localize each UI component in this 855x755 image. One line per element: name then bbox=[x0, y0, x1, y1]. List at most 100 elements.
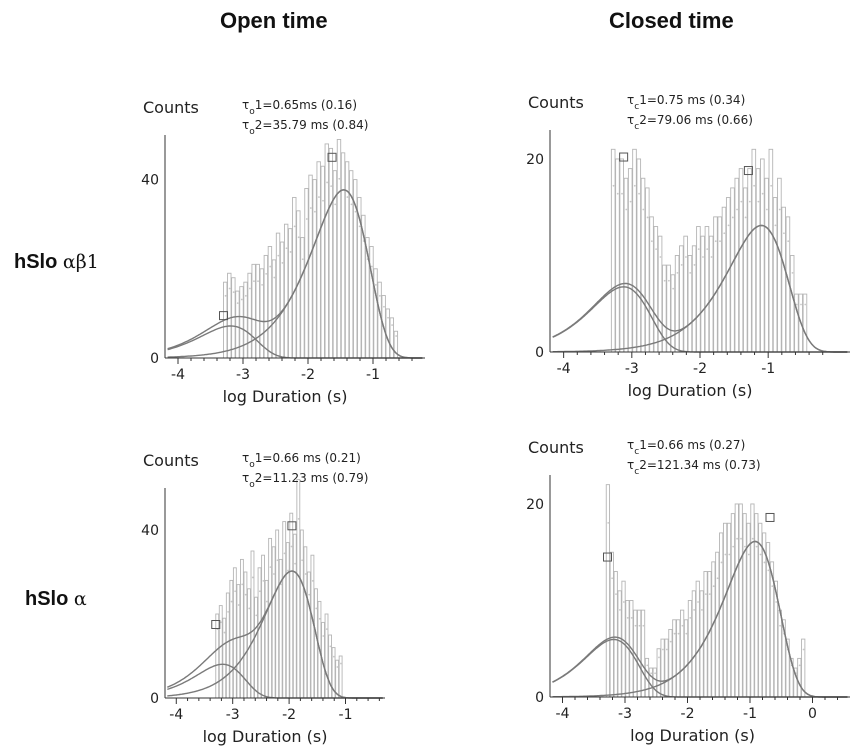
histogram-bar-tick bbox=[783, 232, 785, 235]
row-title-subunits: α bbox=[73, 588, 87, 610]
histogram-bar-tick bbox=[236, 302, 239, 305]
histogram-bar-tick bbox=[766, 208, 768, 211]
y-axis-label: Counts bbox=[528, 438, 584, 457]
histogram-bar-tick bbox=[301, 559, 304, 562]
tau-annotation-1: τc1=0.66 ms (0.27) bbox=[627, 438, 745, 457]
histogram-bar bbox=[750, 503, 755, 698]
histogram-bar-tick bbox=[740, 537, 742, 540]
histogram-bar-tick bbox=[370, 265, 373, 268]
histogram-bar bbox=[738, 503, 743, 698]
histogram-bar-tick bbox=[642, 208, 645, 211]
histogram-bar-tick bbox=[336, 666, 339, 668]
histogram-bar-tick bbox=[322, 635, 325, 637]
histogram-bar-tick bbox=[280, 583, 282, 586]
histogram-bar bbox=[777, 609, 782, 698]
histogram-bar bbox=[687, 600, 693, 698]
histogram-bar bbox=[762, 532, 767, 698]
histogram-bar-tick bbox=[294, 562, 296, 565]
histogram-bar-tick bbox=[244, 593, 247, 596]
histogram-bar-tick bbox=[677, 632, 680, 635]
histogram-bar-tick bbox=[607, 521, 610, 524]
histogram-bar-tick bbox=[697, 248, 700, 251]
histogram-bar bbox=[726, 522, 732, 698]
histogram-bar-tick bbox=[315, 607, 318, 610]
histogram-bar-tick bbox=[689, 271, 692, 274]
histogram-bar-tick bbox=[638, 192, 640, 195]
x-tick-label: -1 bbox=[761, 361, 775, 377]
x-tick-label: -3 bbox=[226, 707, 240, 723]
histogram-bar-tick bbox=[689, 616, 692, 619]
histogram-bar-tick bbox=[630, 616, 633, 619]
histogram-bar-tick bbox=[308, 593, 311, 596]
histogram-bar bbox=[695, 580, 700, 698]
histogram-bar-tick bbox=[748, 200, 751, 203]
histogram-bar-tick bbox=[701, 609, 703, 611]
histogram-bar-tick bbox=[354, 210, 357, 213]
histogram-bar bbox=[609, 551, 614, 698]
x-axis-label: log Duration (s) bbox=[223, 387, 348, 406]
histogram-bar-tick bbox=[650, 672, 653, 675]
histogram-bar bbox=[672, 619, 677, 698]
x-tick-label: -2 bbox=[301, 367, 315, 383]
histogram-bar-tick bbox=[791, 271, 794, 274]
histogram-bar-tick bbox=[241, 583, 244, 586]
histogram-bar-tick bbox=[244, 294, 247, 297]
histogram-bar-tick bbox=[289, 251, 292, 253]
x-tick-label: -3 bbox=[236, 367, 250, 383]
y-tick-label: 0 bbox=[150, 351, 159, 367]
histogram-bar bbox=[746, 522, 751, 698]
histogram-bar-tick bbox=[716, 577, 719, 580]
histogram-bar-tick bbox=[712, 585, 715, 588]
open-time-column-title: Open time bbox=[220, 8, 328, 33]
histogram-bar-tick bbox=[787, 240, 790, 243]
histogram-bar-tick bbox=[234, 590, 237, 593]
x-tick-label: 0 bbox=[808, 706, 817, 722]
y-axis-label: Counts bbox=[528, 93, 584, 112]
histogram-bar-tick bbox=[804, 303, 807, 306]
histogram-bar-tick bbox=[322, 199, 324, 202]
x-axis-label: log Duration (s) bbox=[203, 727, 328, 746]
histogram-bar bbox=[722, 522, 728, 698]
histogram-bar-tick bbox=[736, 537, 739, 540]
row-title-hslo-a: hSlo α bbox=[25, 588, 87, 611]
histogram-bar-tick bbox=[704, 593, 707, 596]
peak-marker-2 bbox=[287, 521, 297, 531]
histogram-bar-tick bbox=[680, 264, 683, 266]
histogram-bar bbox=[683, 619, 689, 698]
histogram-bar-tick bbox=[669, 640, 672, 643]
histogram-bar-tick bbox=[727, 224, 730, 227]
histogram-bar-tick bbox=[612, 184, 615, 187]
histogram-bar-tick bbox=[744, 545, 746, 548]
histogram-bar-tick bbox=[276, 559, 279, 562]
histogram-bar-tick bbox=[223, 631, 226, 634]
histogram-bar-tick bbox=[728, 553, 731, 556]
histogram-bar bbox=[680, 609, 685, 698]
histogram-bar-tick bbox=[277, 254, 280, 257]
x-tick-label: -4 bbox=[171, 367, 185, 383]
y-axis-label: Counts bbox=[143, 98, 199, 117]
histogram-bar-tick bbox=[685, 256, 687, 258]
histogram-bar bbox=[676, 619, 681, 698]
peak-marker-1 bbox=[619, 152, 629, 162]
fit-sum-curve bbox=[552, 540, 848, 698]
y-tick-label: 40 bbox=[141, 173, 159, 189]
histogram-bar-tick bbox=[611, 577, 614, 580]
histogram-bar-tick bbox=[659, 256, 662, 258]
histogram-bar-tick bbox=[667, 279, 670, 282]
histogram-bar-tick bbox=[616, 192, 619, 195]
y-axis-label: Counts bbox=[143, 451, 199, 470]
histogram-bar-tick bbox=[753, 184, 756, 187]
histogram-bar-tick bbox=[622, 601, 625, 603]
histogram-bar bbox=[637, 609, 642, 698]
closed-time-column-title: Closed time bbox=[609, 8, 734, 33]
histogram-bar-tick bbox=[283, 552, 286, 555]
histogram-bar-tick bbox=[723, 232, 726, 235]
histogram-bar-tick bbox=[311, 580, 314, 582]
histogram-bar-tick bbox=[379, 294, 381, 297]
fit-sum-curve bbox=[552, 224, 848, 353]
histogram-bar-tick bbox=[358, 225, 361, 228]
histogram-bar-tick bbox=[258, 590, 261, 593]
histogram-bar bbox=[742, 513, 747, 698]
histogram-bar bbox=[758, 522, 763, 698]
